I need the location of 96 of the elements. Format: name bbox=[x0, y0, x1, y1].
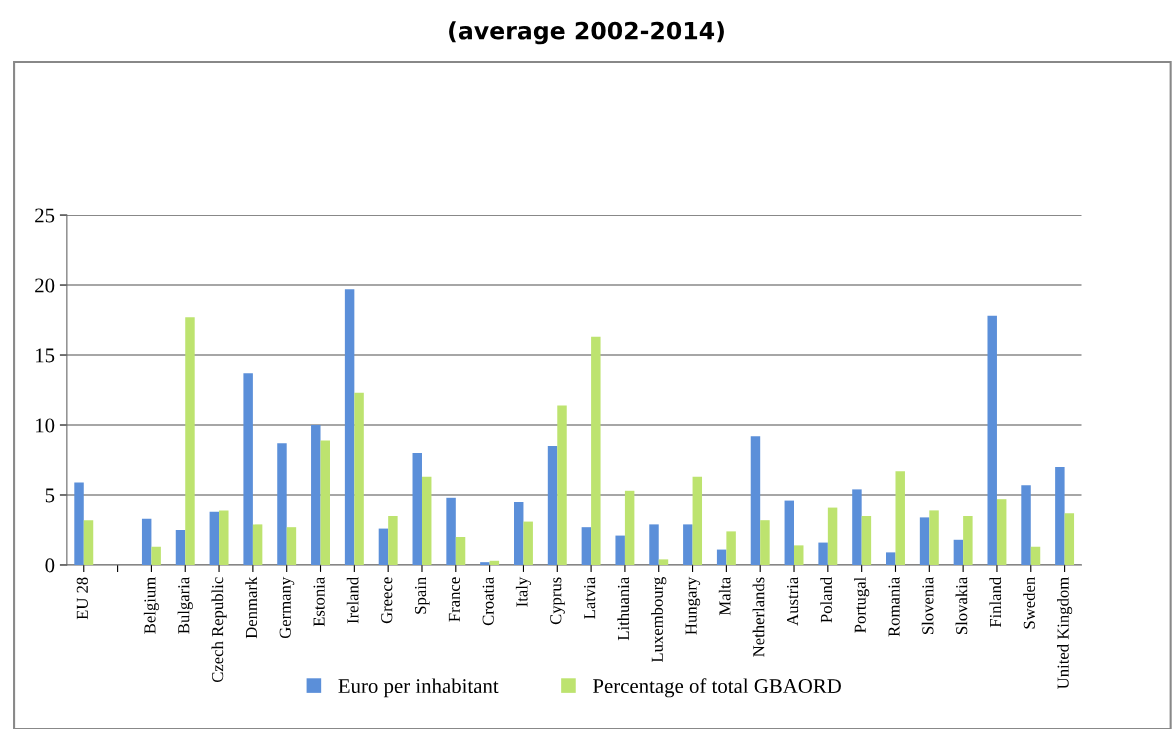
bar bbox=[547, 446, 558, 565]
bar bbox=[953, 539, 964, 565]
bar bbox=[219, 510, 229, 565]
x-tick-label: France bbox=[448, 577, 460, 622]
bar bbox=[760, 520, 770, 565]
bar bbox=[489, 560, 500, 565]
bar bbox=[818, 542, 828, 565]
bar bbox=[1030, 546, 1041, 565]
bar bbox=[523, 521, 533, 565]
bar bbox=[1064, 513, 1075, 565]
bar bbox=[74, 482, 84, 565]
bar bbox=[852, 489, 862, 565]
bar bbox=[794, 545, 804, 565]
bar bbox=[750, 436, 761, 565]
x-tick-label: Slovakia bbox=[955, 577, 968, 634]
bar bbox=[683, 524, 693, 565]
bar bbox=[513, 501, 524, 565]
bar bbox=[141, 518, 152, 565]
bar bbox=[455, 536, 466, 565]
x-tick-label: Ireland bbox=[346, 576, 359, 624]
bar bbox=[581, 527, 592, 565]
bar bbox=[421, 476, 432, 565]
bar bbox=[480, 562, 490, 565]
chart-title: (average 2002-2014) bbox=[449, 21, 724, 45]
bar bbox=[996, 499, 1007, 565]
x-tick-label: United Kingdom bbox=[1057, 577, 1073, 689]
bar bbox=[1021, 485, 1031, 565]
bar bbox=[388, 515, 398, 565]
x-tick-label: Greece bbox=[381, 577, 393, 624]
x-tick-label: Italy bbox=[515, 576, 532, 607]
bar bbox=[344, 289, 355, 565]
bar bbox=[827, 507, 838, 565]
bar bbox=[252, 524, 263, 565]
bar bbox=[277, 443, 287, 565]
bar bbox=[716, 549, 727, 565]
bar bbox=[963, 515, 973, 565]
legend-label: Euro per inhabitant bbox=[338, 678, 499, 698]
bar bbox=[692, 476, 703, 565]
x-tick-label: Estonia bbox=[313, 577, 325, 627]
x-tick-label: Portugal bbox=[854, 577, 870, 633]
x-tick-label: Latvia bbox=[584, 577, 596, 619]
y-tick-label: 0 bbox=[45, 558, 55, 573]
bar bbox=[615, 535, 625, 565]
bar bbox=[286, 527, 297, 565]
legend-label: Percentage of total GBAORD bbox=[593, 678, 841, 698]
bar bbox=[446, 497, 456, 565]
x-tick-label: Sweden bbox=[1023, 577, 1035, 629]
bar bbox=[243, 373, 253, 565]
y-tick-label: 10 bbox=[36, 418, 55, 433]
y-tick-label: 5 bbox=[45, 488, 55, 503]
x-tick-label: Cyprus bbox=[550, 577, 565, 625]
bar bbox=[557, 405, 567, 565]
x-tick-label: Croatia bbox=[482, 577, 494, 626]
x-tick-label: Netherlands bbox=[752, 577, 765, 657]
bar bbox=[624, 490, 635, 565]
x-tick-label: Germany bbox=[279, 576, 295, 639]
x-tick-label: Hungary bbox=[685, 576, 701, 635]
bar bbox=[886, 552, 896, 565]
bar bbox=[929, 510, 939, 565]
bar bbox=[987, 315, 997, 565]
bar bbox=[919, 517, 930, 565]
bar bbox=[175, 529, 186, 565]
bar bbox=[1055, 467, 1065, 565]
bar bbox=[354, 392, 364, 565]
x-tick-label: Austria bbox=[786, 577, 799, 626]
bar bbox=[895, 471, 905, 565]
bar bbox=[649, 524, 659, 565]
y-tick-label: 15 bbox=[36, 348, 55, 363]
bar bbox=[591, 336, 601, 565]
x-tick-label: Slovenia bbox=[921, 577, 934, 634]
x-tick-label: Bulgaria bbox=[177, 577, 193, 634]
bar bbox=[320, 440, 330, 565]
bar bbox=[185, 317, 195, 565]
bar bbox=[378, 528, 389, 565]
x-tick-label: Malta bbox=[718, 577, 731, 616]
bar bbox=[658, 559, 669, 565]
x-tick-label: Poland bbox=[820, 576, 833, 623]
x-tick-label: Denmark bbox=[245, 576, 258, 639]
x-tick-label: Finland bbox=[989, 576, 1002, 628]
y-tick-label: 25 bbox=[35, 208, 55, 223]
bar bbox=[83, 520, 94, 565]
bar bbox=[726, 531, 736, 565]
bar bbox=[311, 425, 321, 565]
bar bbox=[861, 515, 872, 565]
x-tick-label: EU 28 bbox=[76, 577, 88, 620]
x-tick-label: Belgium bbox=[143, 577, 159, 634]
x-tick-label: Czech Republic bbox=[211, 577, 227, 683]
bar bbox=[412, 453, 422, 565]
y-tick-label: 20 bbox=[35, 278, 55, 293]
bar bbox=[209, 511, 220, 565]
x-tick-label: Spain bbox=[414, 577, 430, 614]
x-tick-label: Romania bbox=[888, 577, 900, 637]
x-tick-label: Lithuania bbox=[617, 577, 630, 641]
x-tick-label: Luxembourg bbox=[651, 577, 667, 663]
bar bbox=[784, 500, 795, 565]
bar bbox=[151, 546, 161, 565]
